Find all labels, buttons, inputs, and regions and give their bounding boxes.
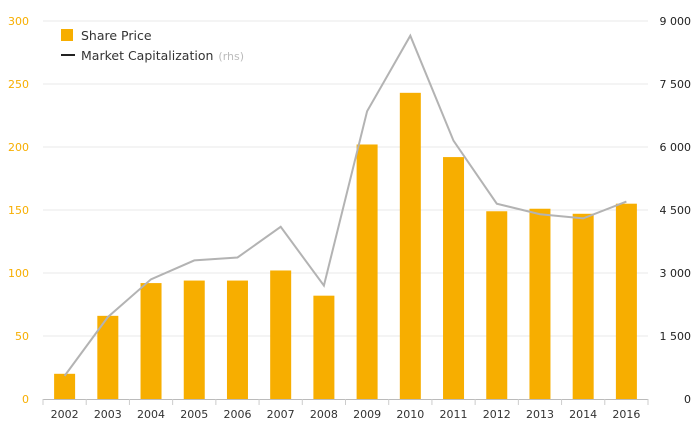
legend-market-cap-suffix: (rhs) xyxy=(218,50,244,63)
legend-market-cap-label: Market Capitalization (rhs) xyxy=(81,48,244,63)
left-y-tick-label: 150 xyxy=(8,204,29,217)
left-y-tick-label: 250 xyxy=(8,78,29,91)
left-y-tick-label: 100 xyxy=(8,267,29,280)
bar-2006 xyxy=(226,280,248,399)
x-tick-label: 2003 xyxy=(94,408,122,421)
bar-2016 xyxy=(615,203,637,399)
market-cap-line xyxy=(63,33,627,377)
bar-2013 xyxy=(529,208,551,399)
bar-2014 xyxy=(572,213,594,399)
x-tick-label: 2010 xyxy=(396,408,424,421)
x-tick-label: 2012 xyxy=(483,408,511,421)
left-y-axis-ticks: 0 50 100 150 200 250 300 xyxy=(8,15,29,406)
bar-2009 xyxy=(356,144,378,399)
bar-2008 xyxy=(313,295,335,399)
x-tick-label: 2007 xyxy=(267,408,295,421)
x-tick-label: 2016 xyxy=(612,408,640,421)
left-y-tick-label: 200 xyxy=(8,141,29,154)
x-tick-label: 2006 xyxy=(223,408,251,421)
x-tick-label: 2013 xyxy=(526,408,554,421)
bar-2011 xyxy=(443,157,465,399)
x-axis-ticks: 2002 2003 2004 2005 2006 2007 2008 2009 2010 2011… xyxy=(42,399,649,421)
x-tick-label: 2005 xyxy=(180,408,208,421)
legend-share-price-swatch xyxy=(61,29,73,41)
legend-share-price-label: Share Price xyxy=(81,28,152,43)
bar-2004 xyxy=(140,283,162,399)
x-tick-label: 2002 xyxy=(51,408,79,421)
x-tick-label: 2004 xyxy=(137,408,165,421)
right-y-tick-label: 3 000 xyxy=(660,267,692,280)
right-y-tick-label: 1 500 xyxy=(660,330,692,343)
right-y-tick-label: 6 000 xyxy=(660,141,692,154)
right-y-tick-label: 7 500 xyxy=(660,78,692,91)
x-tick-label: 2008 xyxy=(310,408,338,421)
left-y-tick-label: 300 xyxy=(8,15,29,28)
left-y-tick-label: 0 xyxy=(22,393,29,406)
bar-2007 xyxy=(270,270,292,399)
x-tick-label: 2014 xyxy=(569,408,597,421)
bar-2012 xyxy=(486,211,508,399)
right-y-axis-ticks: 0 1 500 3 000 4 500 6 000 7 500 9 000 xyxy=(660,15,692,406)
share-price-bars xyxy=(54,92,637,399)
left-y-tick-label: 50 xyxy=(15,330,29,343)
legend: Share Price Market Capitalization (rhs) xyxy=(61,28,244,63)
bar-2010 xyxy=(399,92,421,399)
bar-2002 xyxy=(54,373,76,399)
right-y-tick-label: 0 xyxy=(684,393,691,406)
bar-2005 xyxy=(183,280,205,399)
right-y-tick-label: 4 500 xyxy=(660,204,692,217)
gridlines xyxy=(43,20,648,337)
bar-2003 xyxy=(97,315,119,399)
legend-market-cap-name: Market Capitalization xyxy=(81,48,213,63)
x-tick-label: 2009 xyxy=(353,408,381,421)
right-y-tick-label: 9 000 xyxy=(660,15,692,28)
x-tick-label: 2011 xyxy=(440,408,468,421)
